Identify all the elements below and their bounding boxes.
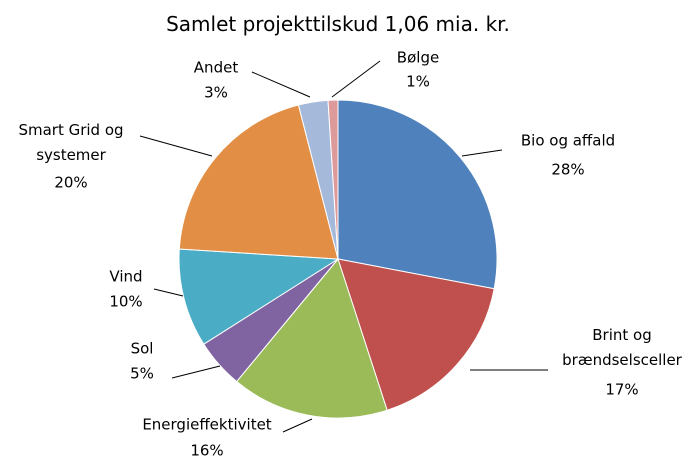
leader-line <box>282 418 313 433</box>
pie-slice <box>327 99 339 260</box>
slice-value-label: 17% <box>605 380 639 399</box>
leader-line <box>251 71 311 98</box>
slice-label: Brint og brændselsceller <box>562 326 682 369</box>
pie-slice <box>178 104 339 260</box>
slice-value-label: 20% <box>54 173 88 192</box>
slice-value-label: 16% <box>190 441 224 459</box>
pie-slice <box>337 258 495 411</box>
slice-label: Smart Grid og systemer <box>18 121 124 164</box>
slice-label: Bio og affald <box>520 131 616 150</box>
slice-value-label: 5% <box>130 364 154 383</box>
pie-slice <box>337 99 498 290</box>
leader-line <box>331 60 381 98</box>
slice-value-label: 1% <box>406 72 430 91</box>
slice-label: Sol <box>130 339 154 358</box>
slice-label: Andet <box>193 58 239 77</box>
slice-value-label: 28% <box>551 160 585 179</box>
leader-line <box>171 365 221 379</box>
slice-label: Bølge <box>396 48 440 67</box>
slice-label: Energieffektivitet <box>142 415 272 434</box>
slice-value-label: 3% <box>204 83 228 102</box>
leader-line <box>461 149 503 157</box>
slice-label: Vind <box>109 267 143 286</box>
leader-line <box>153 288 184 297</box>
chart-title: Samlet projekttilskud 1,06 mia. kr. <box>166 12 510 36</box>
pie-slice <box>235 257 388 419</box>
pie-slice <box>178 248 340 345</box>
leader-line <box>139 135 213 157</box>
slice-value-label: 10% <box>109 292 143 311</box>
